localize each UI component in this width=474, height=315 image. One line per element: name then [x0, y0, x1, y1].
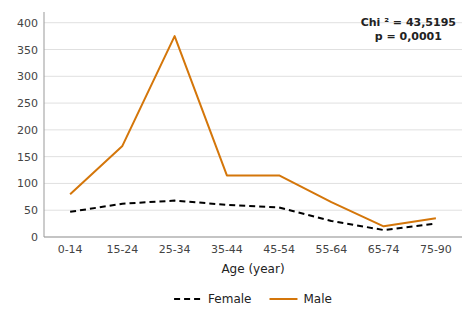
annotation: Chi ² = 43,5195p = 0,0001: [361, 16, 456, 43]
y-tick-label: 200: [17, 124, 38, 137]
grid-line: [44, 76, 462, 77]
x-tick-label: 0-14: [58, 243, 83, 256]
grid-line: [44, 156, 462, 157]
y-tick-label: 350: [17, 44, 38, 57]
legend: Female Male: [174, 292, 332, 306]
plot-area: [70, 36, 436, 230]
y-tick-label: 400: [17, 17, 38, 30]
x-axis-label: Age (year): [221, 262, 284, 276]
grid-line: [44, 103, 462, 104]
grid: [44, 23, 462, 237]
legend-item: Male: [269, 292, 331, 306]
x-tick-label: 75-90: [420, 243, 452, 256]
grid-line: [44, 129, 462, 130]
grid-line: [44, 183, 462, 184]
grid-line: [44, 49, 462, 50]
annotation-line: Chi ² = 43,5195: [361, 16, 456, 29]
x-tick-label: 25-34: [159, 243, 191, 256]
y-tick-label: 0: [31, 231, 38, 244]
y-tick-label: 100: [17, 177, 38, 190]
annotation-line: p = 0,0001: [375, 30, 442, 43]
chart: 0 50 100 150 200 250 300 350 400 0-14 15-24 25-34 35…: [0, 0, 474, 315]
y-tick-label: 150: [17, 151, 38, 164]
grid-line: [44, 237, 462, 238]
y-axis: [44, 12, 45, 237]
legend-item: Female: [174, 292, 251, 306]
legend-swatch: [269, 298, 297, 300]
legend-label: Female: [208, 292, 251, 306]
legend-label: Male: [303, 292, 331, 306]
legend-swatch: [174, 298, 202, 300]
y-tick-label: 250: [17, 97, 38, 110]
series-line: [70, 36, 436, 226]
y-tick-label: 50: [24, 204, 38, 217]
x-tick-label: 45-54: [263, 243, 295, 256]
x-tick-label: 65-74: [368, 243, 400, 256]
y-tick-label: 300: [17, 70, 38, 83]
grid-line: [44, 210, 462, 211]
x-tick-label: 35-44: [211, 243, 243, 256]
x-tick-label: 15-24: [106, 243, 138, 256]
x-axis: [44, 237, 462, 238]
x-tick-label: 55-64: [315, 243, 347, 256]
